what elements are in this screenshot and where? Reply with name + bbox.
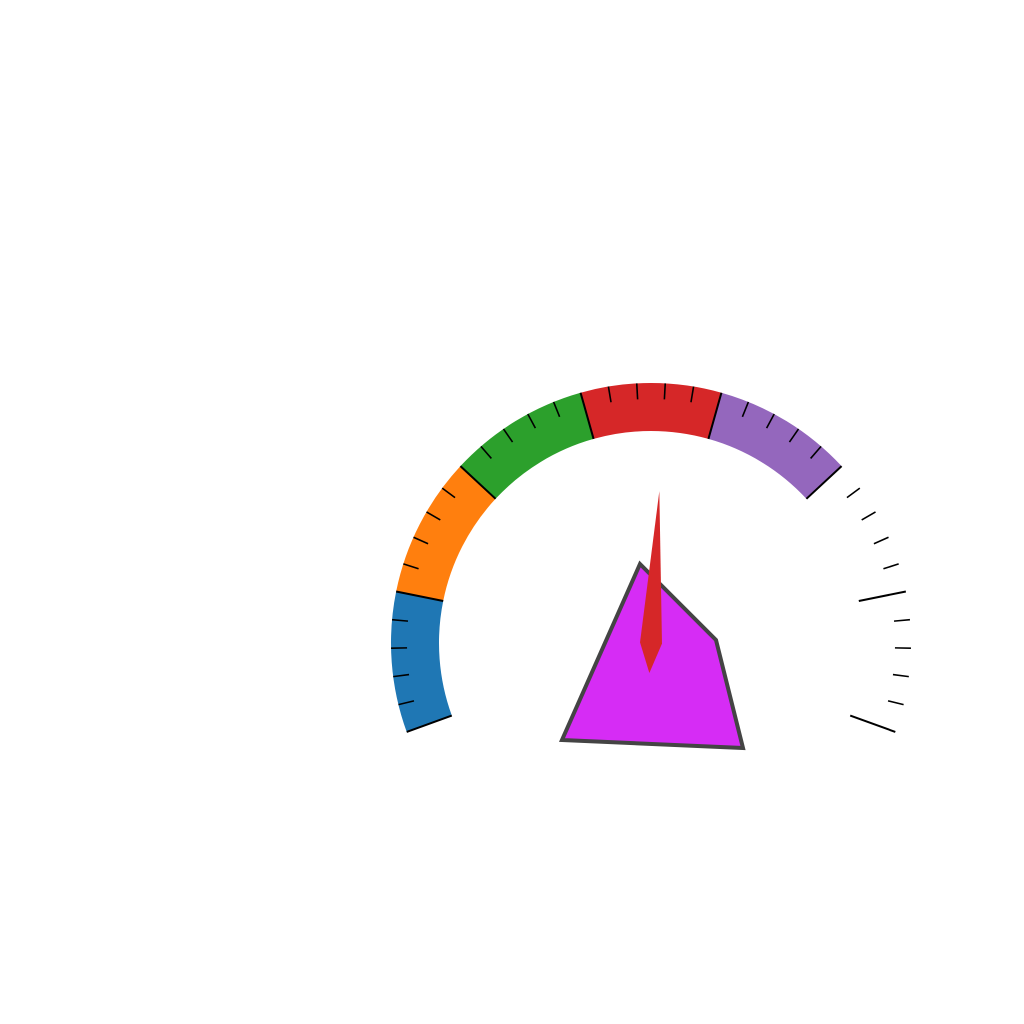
minor-tick — [883, 563, 899, 570]
gauge-bands — [391, 383, 842, 732]
band-blue — [391, 591, 452, 732]
minor-tick — [403, 563, 419, 570]
minor-tick — [398, 700, 415, 706]
minor-tick — [663, 383, 667, 400]
minor-tick — [788, 428, 800, 443]
minor-tick — [765, 413, 775, 429]
minor-tick — [887, 700, 904, 706]
major-tick — [707, 392, 723, 440]
minor-tick — [393, 673, 410, 678]
minor-tick — [873, 536, 889, 545]
major-tick — [459, 465, 497, 500]
major-tick — [858, 590, 907, 602]
minor-tick — [861, 511, 876, 521]
minor-tick — [391, 618, 409, 622]
minor-tick — [502, 428, 514, 443]
minor-tick — [607, 386, 612, 403]
band-red — [580, 383, 722, 439]
band-orange — [396, 466, 496, 601]
minor-tick — [426, 511, 441, 521]
minor-tick — [690, 386, 695, 403]
major-tick — [849, 714, 896, 733]
minor-tick — [413, 536, 429, 545]
gauge-ticks — [391, 383, 911, 733]
gauge-needle — [640, 491, 662, 673]
minor-tick — [441, 487, 456, 499]
major-tick — [406, 714, 453, 733]
minor-tick — [527, 413, 537, 429]
minor-tick — [552, 401, 561, 418]
minor-tick — [635, 383, 639, 400]
major-tick — [395, 590, 444, 602]
band-purple — [708, 392, 842, 499]
major-tick — [805, 465, 843, 500]
minor-tick — [846, 487, 861, 499]
major-tick — [579, 392, 595, 440]
minor-tick — [480, 445, 492, 459]
minor-tick — [810, 445, 822, 459]
minor-tick — [892, 673, 909, 678]
band-green — [460, 392, 594, 499]
minor-tick — [741, 401, 750, 418]
minor-tick — [893, 618, 911, 622]
